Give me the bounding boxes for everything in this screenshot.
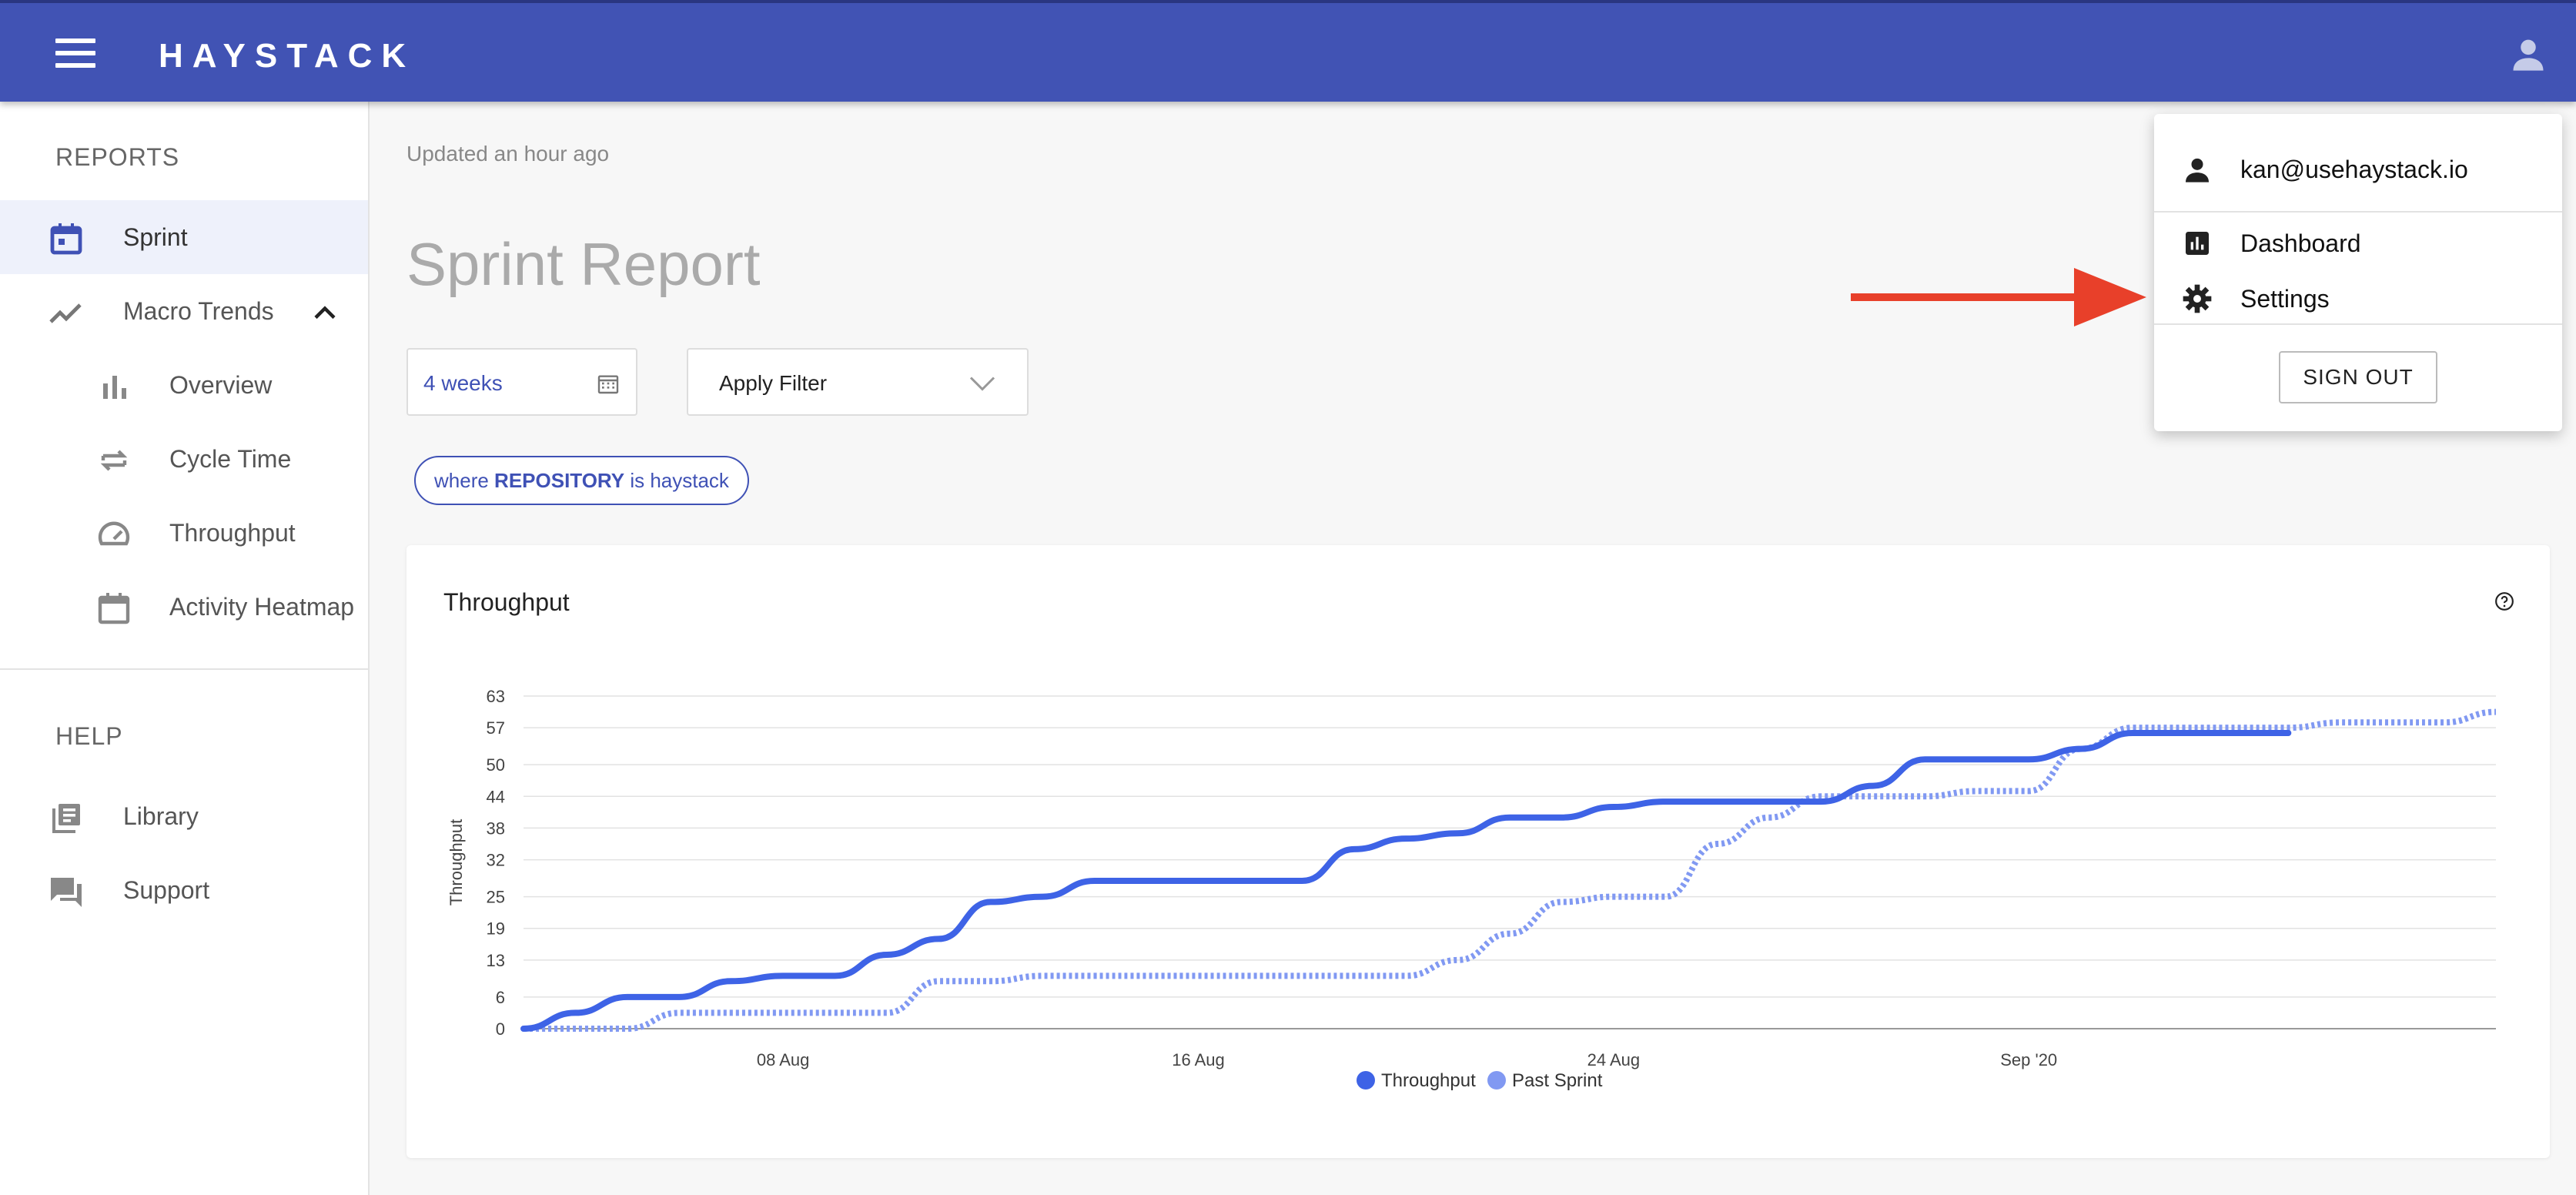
sidebar-item-label: Cycle Time: [169, 445, 292, 473]
sidebar-item-cycle-time[interactable]: Cycle Time: [0, 422, 368, 496]
y-tick-label: 25: [487, 888, 505, 907]
repository-filter-chip[interactable]: where REPOSITORY is haystack: [414, 456, 749, 505]
throughput-chart-card: Throughput 0 6 13 19 25 32 38 44 50 57 63 Throughpu…: [406, 545, 2550, 1158]
annotation-arrow: [1851, 268, 2146, 326]
legend-label: Past Sprint: [1512, 1070, 1603, 1091]
help-circle-icon[interactable]: [2494, 591, 2514, 611]
calendar-picker-icon: [597, 375, 619, 394]
menu-item-label: Settings: [2240, 285, 2330, 313]
past-sprint-series-line: [524, 708, 2497, 1032]
x-tick-label: 08 Aug: [757, 1050, 810, 1069]
chip-prefix: where: [434, 469, 495, 492]
sidebar-divider: [0, 668, 368, 670]
sidebar-item-activity-heatmap[interactable]: Activity Heatmap: [0, 570, 368, 644]
speedometer-icon: [98, 521, 130, 546]
y-tick-label: 63: [487, 687, 505, 706]
sidebar-item-support[interactable]: Support: [0, 853, 368, 927]
y-tick-label: 0: [496, 1019, 505, 1039]
menu-item-settings[interactable]: Settings: [2154, 271, 2562, 323]
chip-suffix: is haystack: [624, 469, 729, 492]
bar-chart-icon: [103, 376, 126, 399]
sidebar-item-library[interactable]: Library: [0, 779, 368, 853]
sidebar-item-label: Support: [123, 876, 210, 904]
y-axis-label: Throughput: [447, 819, 466, 906]
y-tick-label: 57: [487, 718, 505, 738]
y-tick-label: 13: [487, 951, 505, 970]
top-app-bar: HAYSTACK: [0, 0, 2576, 102]
y-tick-label: 6: [496, 988, 505, 1007]
sidebar-item-label: Activity Heatmap: [169, 593, 355, 621]
repeat-icon: [100, 450, 128, 471]
chevron-down-icon: [969, 377, 995, 391]
y-tick-label: 19: [487, 919, 505, 939]
y-tick-label: 38: [487, 818, 505, 838]
hamburger-menu-icon[interactable]: [55, 38, 95, 68]
help-heading: HELP: [55, 722, 123, 750]
sidebar: REPORTS Sprint Macro Trends Overview Cyc…: [0, 102, 370, 1195]
filter-placeholder: Apply Filter: [719, 371, 828, 395]
sidebar-item-label: Throughput: [169, 519, 296, 547]
account-email-row: kan@usehaystack.io: [2154, 142, 2562, 194]
menu-divider: [2154, 323, 2562, 325]
sidebar-item-label: Library: [123, 802, 199, 830]
account-email: kan@usehaystack.io: [2240, 156, 2468, 183]
menu-divider: [2154, 211, 2562, 213]
y-tick-label: 32: [487, 851, 505, 870]
account-menu: kan@usehaystack.io Dashboard Settings SI…: [2154, 114, 2562, 431]
reports-heading: REPORTS: [55, 143, 180, 171]
brand-logo[interactable]: HAYSTACK: [159, 37, 416, 75]
throughput-series-line: [520, 730, 2292, 1032]
apply-filter-select[interactable]: Apply Filter: [687, 348, 1029, 416]
chip-field: REPOSITORY: [494, 469, 625, 492]
sign-out-button[interactable]: SIGN OUT: [2279, 351, 2437, 403]
trend-line-icon: [49, 303, 82, 323]
library-icon: [52, 804, 80, 833]
date-range-value: 4 weeks: [423, 371, 503, 395]
menu-item-label: Dashboard: [2240, 229, 2361, 257]
chat-icon: [51, 878, 82, 907]
sidebar-item-macro-trends[interactable]: Macro Trends: [0, 274, 368, 348]
sidebar-item-sprint[interactable]: Sprint: [0, 200, 368, 274]
sidebar-item-label: Macro Trends: [123, 297, 274, 325]
last-updated-text: Updated an hour ago: [406, 142, 610, 166]
sidebar-item-overview[interactable]: Overview: [0, 348, 368, 422]
menu-item-dashboard[interactable]: Dashboard: [2154, 216, 2562, 268]
legend-marker: [1487, 1071, 1506, 1090]
date-range-picker[interactable]: 4 weeks: [406, 348, 637, 416]
legend-label: Throughput: [1381, 1070, 1476, 1091]
calendar-icon: [50, 223, 82, 255]
sidebar-item-label: Overview: [169, 371, 273, 399]
x-tick-label: 16 Aug: [1172, 1050, 1225, 1069]
x-tick-label: Sep '20: [2000, 1050, 2057, 1069]
gear-icon: [2183, 284, 2212, 313]
throughput-line-chart: 0 6 13 19 25 32 38 44 50 57 63 Throughput 08 Aug 16 A…: [447, 687, 2497, 1091]
page-title: Sprint Report: [406, 230, 761, 298]
person-icon: [2186, 158, 2209, 182]
y-tick-label: 44: [487, 787, 505, 806]
chart-title: Throughput: [443, 588, 570, 616]
calendar-outline-icon: [98, 593, 130, 624]
chevron-up-icon[interactable]: [311, 300, 339, 323]
x-tick-label: 24 Aug: [1587, 1050, 1641, 1069]
analytics-icon: [2186, 232, 2209, 255]
account-icon[interactable]: [2508, 34, 2548, 74]
sidebar-item-throughput[interactable]: Throughput: [0, 496, 368, 570]
sidebar-item-label: Sprint: [123, 223, 188, 251]
legend-marker: [1357, 1071, 1375, 1090]
y-tick-label: 50: [487, 755, 505, 775]
